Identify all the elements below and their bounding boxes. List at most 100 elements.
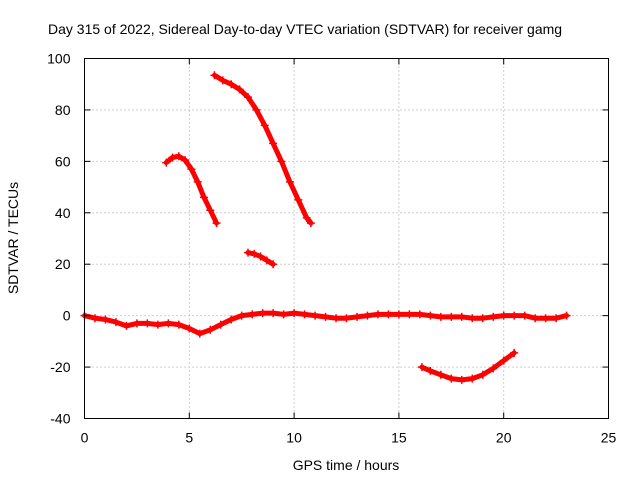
data-point <box>489 364 498 373</box>
data-point <box>212 219 221 228</box>
data-point <box>164 319 173 328</box>
data-point <box>101 315 110 324</box>
data-point <box>510 311 519 320</box>
data-point <box>363 311 372 320</box>
data-point <box>269 260 278 269</box>
data-point <box>321 312 330 321</box>
x-tick-label: 0 <box>81 430 89 446</box>
data-point <box>384 310 393 319</box>
data-point <box>243 93 252 102</box>
data-point <box>405 310 414 319</box>
data-point <box>468 314 477 323</box>
data-point <box>468 374 477 383</box>
x-tick-label: 15 <box>391 430 407 446</box>
data-point <box>260 121 269 130</box>
data-point <box>332 314 341 323</box>
data-point <box>478 314 487 323</box>
data-point <box>193 177 202 186</box>
data-point <box>373 310 382 319</box>
data-point <box>279 310 288 319</box>
data-point <box>227 80 236 89</box>
data-point <box>269 309 278 318</box>
data-point <box>269 139 278 148</box>
series-trace <box>419 350 517 383</box>
data-point <box>235 85 244 94</box>
data-point <box>541 314 550 323</box>
data-point <box>300 310 309 319</box>
x-axis-label: GPS time / hours <box>293 457 400 473</box>
data-point <box>342 314 351 323</box>
data-point <box>218 76 227 85</box>
data-point <box>206 206 215 215</box>
data-point <box>520 311 529 320</box>
y-tick-label: 40 <box>55 205 71 221</box>
data-point <box>199 193 208 202</box>
series-2 <box>162 152 221 228</box>
data-point <box>447 374 456 383</box>
data-point <box>181 156 190 165</box>
data-point <box>302 213 311 222</box>
data-point <box>510 348 519 357</box>
data-point <box>285 177 294 186</box>
data-point <box>436 370 445 379</box>
y-tick-label: 60 <box>55 153 71 169</box>
data-point <box>562 311 571 320</box>
data-point <box>153 320 162 329</box>
data-point <box>258 309 267 318</box>
y-tick-label: 20 <box>55 256 71 272</box>
data-point <box>262 256 271 265</box>
data-point <box>252 105 261 114</box>
data-point <box>478 370 487 379</box>
y-tick-label: 0 <box>63 308 71 324</box>
data-point <box>311 311 320 320</box>
x-tick-label: 10 <box>286 430 302 446</box>
data-point <box>187 165 196 174</box>
series-1 <box>80 309 571 338</box>
data-point <box>250 249 259 258</box>
data-point <box>489 312 498 321</box>
data-point <box>237 311 246 320</box>
y-tick-label: 80 <box>55 102 71 118</box>
data-point <box>447 312 456 321</box>
series-4 <box>243 248 278 269</box>
series-trace <box>212 72 314 226</box>
x-tick-label: 25 <box>601 430 617 446</box>
data-point <box>132 319 141 328</box>
chart-title: Day 315 of 2022, Sidereal Day-to-day VTE… <box>48 21 562 37</box>
data-point <box>352 312 361 321</box>
data-point <box>162 158 171 167</box>
x-tick-label: 5 <box>185 430 193 446</box>
plot-frame <box>84 58 609 419</box>
x-tick-label: 20 <box>496 430 512 446</box>
data-point <box>426 366 435 375</box>
data-point <box>426 311 435 320</box>
data-marks <box>80 71 571 384</box>
data-point <box>499 356 508 365</box>
data-point <box>168 153 177 162</box>
y-tick-label: -40 <box>50 411 70 427</box>
data-point <box>206 325 215 334</box>
data-point <box>185 324 194 333</box>
data-point <box>143 319 152 328</box>
data-point <box>457 375 466 384</box>
y-axis-label: SDTVAR / TECUs <box>5 182 21 294</box>
data-point <box>122 321 131 330</box>
y-tick-label: 100 <box>47 51 71 67</box>
data-point <box>499 311 508 320</box>
data-point <box>111 318 120 327</box>
data-point <box>290 309 299 318</box>
data-point <box>243 248 252 257</box>
data-point <box>415 310 424 319</box>
data-point <box>552 314 561 323</box>
data-point <box>277 157 286 166</box>
data-point <box>174 152 183 161</box>
data-point <box>531 314 540 323</box>
data-point <box>457 312 466 321</box>
data-point <box>394 310 403 319</box>
data-point <box>210 71 219 80</box>
data-point <box>417 363 426 372</box>
series-3 <box>210 71 315 228</box>
data-point <box>436 312 445 321</box>
data-point <box>216 320 225 329</box>
